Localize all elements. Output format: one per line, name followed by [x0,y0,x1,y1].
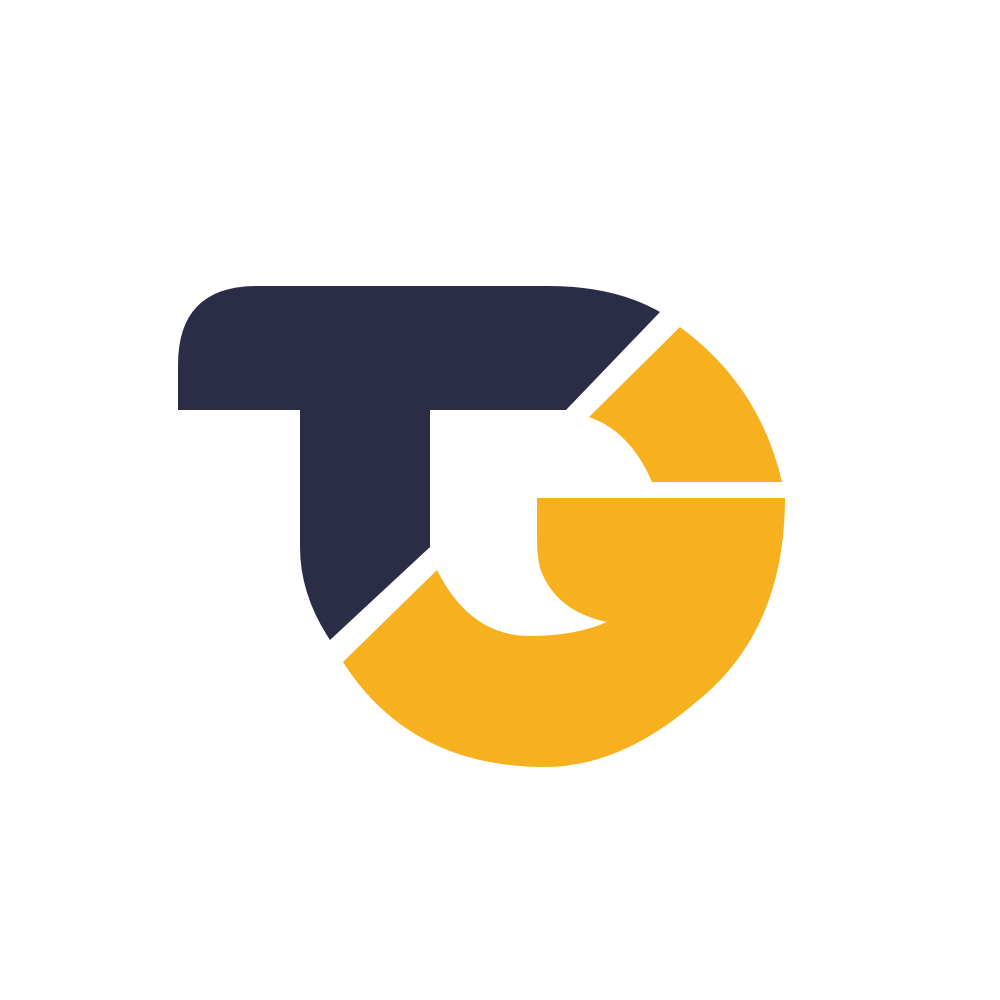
g-upper-arc-shape [589,327,782,482]
g-lower-bowl-shape [343,498,785,767]
t-letter-shape [178,286,660,640]
